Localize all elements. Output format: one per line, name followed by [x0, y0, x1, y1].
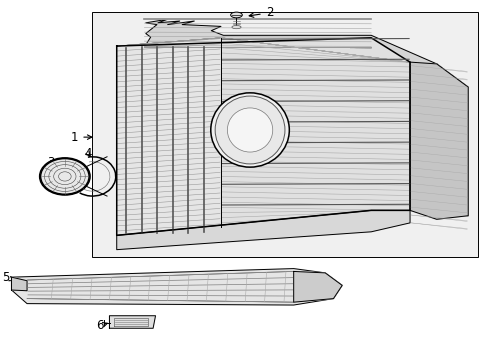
Polygon shape	[409, 62, 468, 219]
Ellipse shape	[215, 96, 285, 164]
Polygon shape	[221, 38, 409, 227]
Ellipse shape	[230, 12, 242, 18]
Polygon shape	[117, 210, 409, 249]
Text: 5: 5	[2, 271, 15, 284]
Text: 3: 3	[47, 156, 61, 169]
Polygon shape	[109, 316, 155, 328]
Polygon shape	[144, 19, 436, 80]
Polygon shape	[12, 269, 342, 305]
Text: 1: 1	[71, 131, 92, 144]
Bar	[92, 12, 477, 257]
Circle shape	[41, 158, 89, 194]
Polygon shape	[409, 64, 468, 216]
Polygon shape	[12, 277, 27, 291]
Ellipse shape	[227, 108, 272, 152]
Text: 4: 4	[84, 147, 91, 160]
Polygon shape	[293, 271, 342, 302]
Ellipse shape	[231, 26, 241, 29]
Text: 6: 6	[96, 319, 107, 332]
Text: 2: 2	[249, 6, 273, 19]
Polygon shape	[117, 38, 221, 235]
Ellipse shape	[210, 93, 289, 167]
